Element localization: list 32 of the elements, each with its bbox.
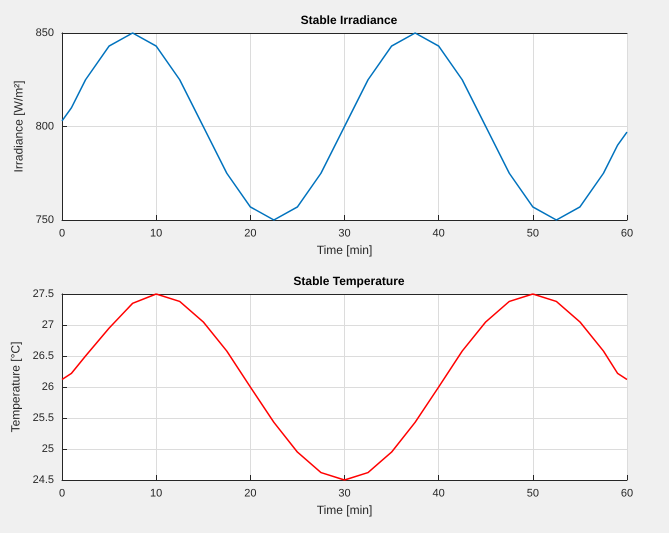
chart-title: Stable Irradiance — [300, 13, 398, 27]
x-tick-label: 40 — [432, 487, 445, 499]
x-axis-title: Time [min] — [316, 242, 372, 257]
y-tick-label: 800 — [36, 120, 54, 132]
y-tick-label: 26 — [42, 380, 54, 392]
y-axis-title: Irradiance [W/m²] — [12, 80, 26, 173]
y-tick-label: 25 — [42, 442, 54, 454]
x-tick-label: 50 — [526, 487, 539, 499]
line-series — [61, 32, 628, 221]
chart-title: Stable Temperature — [293, 274, 405, 288]
y-tick-label: 25.5 — [32, 412, 54, 424]
line-series — [61, 292, 628, 480]
x-tick-label: 30 — [338, 228, 351, 240]
y-tick-label: 24.5 — [32, 474, 54, 486]
x-tick-label: 0 — [58, 228, 66, 240]
x-axis-title: Time [min] — [316, 502, 372, 516]
y-tick-label: 850 — [36, 27, 54, 39]
y-tick-label: 27 — [42, 318, 54, 330]
x-tick-label: 20 — [244, 487, 256, 499]
y-axis-title: Temperature [°C] — [8, 341, 23, 432]
x-tick-label: 50 — [526, 228, 539, 240]
y-tick-label: 27.5 — [32, 288, 54, 300]
x-tick-label: 60 — [620, 487, 634, 499]
x-tick-label: 30 — [338, 487, 351, 499]
x-tick-label: 10 — [150, 228, 162, 240]
x-tick-label: 60 — [620, 228, 634, 240]
x-tick-label: 10 — [150, 487, 162, 499]
y-tick-label: 26.5 — [32, 350, 54, 362]
y-tick-label: 750 — [36, 214, 54, 226]
x-tick-label: 0 — [58, 487, 66, 499]
x-tick-label: 20 — [244, 228, 256, 240]
x-tick-label: 40 — [432, 228, 445, 240]
